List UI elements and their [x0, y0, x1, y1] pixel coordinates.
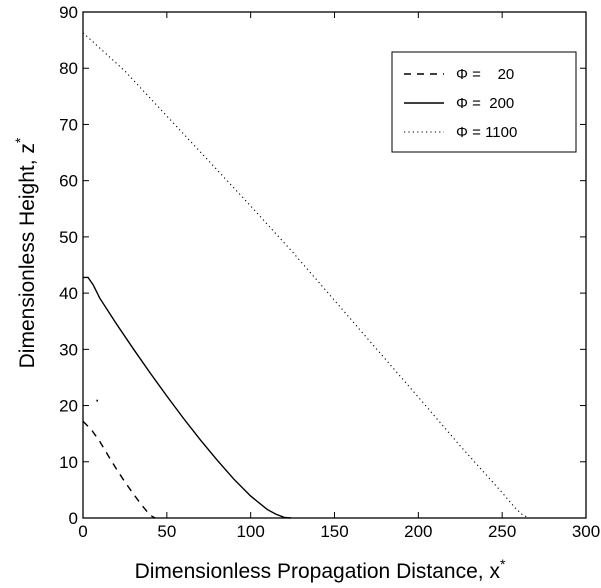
- y-tick-label: 40: [59, 284, 78, 303]
- y-tick-label: 90: [59, 3, 78, 22]
- series-line-3: [82, 32, 530, 519]
- y-tick-label: 80: [59, 59, 78, 78]
- y-tick-label: 60: [59, 172, 78, 191]
- x-tick-label: 150: [320, 522, 348, 541]
- y-axis-title: Dimensionless Height, z*: [12, 137, 39, 368]
- legend-label-1: Φ = 20: [456, 66, 514, 83]
- x-tick-label: 100: [236, 522, 264, 541]
- tick-layer: 0 50 100 150 200 250 300 0 10 20 30 40 50 60 70 80 90: [59, 3, 600, 541]
- y-tick-label: 10: [59, 453, 78, 472]
- x-tick-label: 50: [157, 522, 176, 541]
- y-tick-label: 50: [59, 228, 78, 247]
- y-tick-label: 20: [59, 397, 78, 416]
- legend: Φ = 20 Φ = 200 Φ = 1100: [391, 51, 577, 153]
- x-tick-label: 0: [78, 522, 87, 541]
- series-layer: ·: [82, 32, 530, 519]
- legend-label-2: Φ = 200: [456, 95, 514, 112]
- legend-box: [391, 51, 577, 153]
- y-tick-label: 70: [59, 115, 78, 134]
- legend-label-3: Φ = 1100: [456, 124, 517, 141]
- y-tick-label: 30: [59, 340, 78, 359]
- y-tick-label: 0: [69, 509, 78, 528]
- annotation-mark: ·: [94, 390, 100, 409]
- series-line-1: [82, 420, 156, 519]
- plot-frame: [82, 11, 587, 519]
- x-axis-title: Dimensionless Propagation Distance, x*: [135, 556, 506, 583]
- x-tick-label: 300: [572, 522, 600, 541]
- series-line-2: [83, 276, 291, 519]
- x-tick-label: 250: [488, 522, 516, 541]
- x-tick-label: 200: [404, 522, 432, 541]
